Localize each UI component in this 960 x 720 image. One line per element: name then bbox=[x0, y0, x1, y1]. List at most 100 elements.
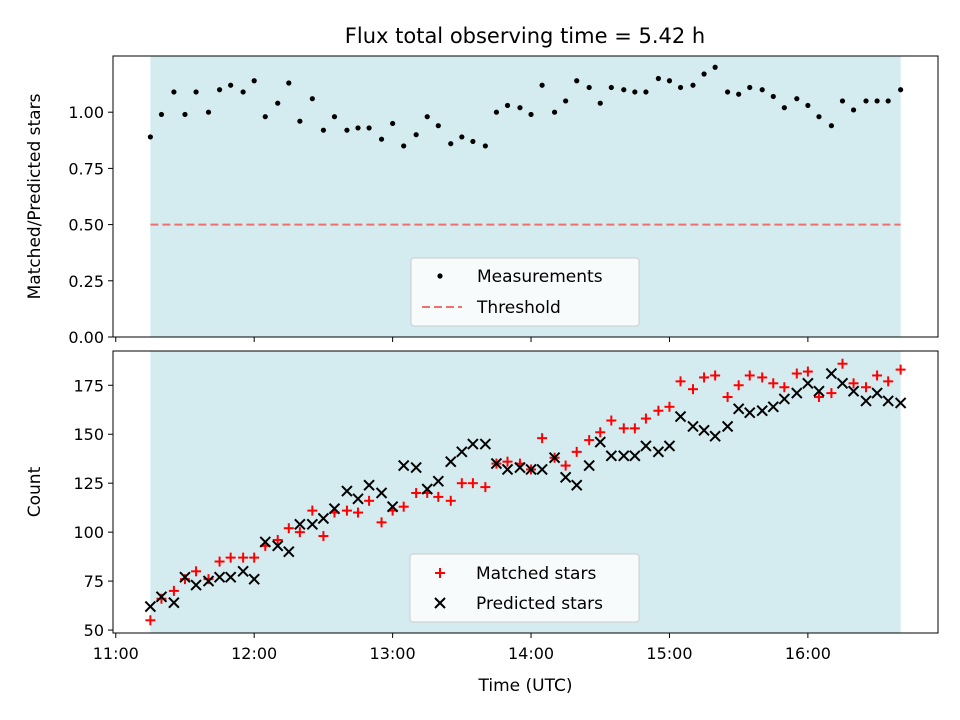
predicted-star-point bbox=[825, 367, 838, 380]
y-tick-label: 50 bbox=[84, 621, 104, 640]
legend-bottom: Matched stars Predicted stars bbox=[409, 553, 640, 623]
predicted-star-point bbox=[548, 452, 561, 464]
measurement-point bbox=[794, 96, 800, 102]
matched-star-point bbox=[606, 415, 617, 426]
matched-star-point bbox=[813, 392, 824, 403]
matched-star-point bbox=[895, 364, 906, 375]
predicted-star-point bbox=[456, 446, 468, 458]
predicted-star-point bbox=[791, 387, 803, 399]
matched-star-point bbox=[480, 482, 491, 493]
measurement-point bbox=[770, 93, 776, 100]
predicted-star-point bbox=[501, 463, 514, 476]
measurement-point bbox=[493, 109, 500, 115]
matched-star-point bbox=[675, 376, 686, 387]
y-tick-label: 100 bbox=[73, 523, 104, 542]
measurement-point bbox=[297, 118, 303, 124]
measurement-point bbox=[147, 134, 153, 140]
measurement-point bbox=[724, 89, 731, 95]
predicted-star-point bbox=[663, 440, 676, 452]
measurement-point bbox=[378, 136, 385, 142]
matched-star-point bbox=[225, 552, 236, 563]
measurement-point bbox=[874, 98, 880, 104]
matched-star-point bbox=[537, 433, 548, 444]
predicted-star-point bbox=[698, 424, 710, 437]
matched-star-point bbox=[629, 423, 640, 434]
measurement-point bbox=[586, 84, 592, 91]
predicted-star-point bbox=[836, 377, 849, 390]
matched-star-point bbox=[364, 495, 375, 506]
predicted-star-point bbox=[709, 430, 721, 442]
matched-star-point bbox=[502, 456, 513, 467]
plot-frame-bottom bbox=[112, 350, 939, 634]
legend-marker-x bbox=[434, 597, 446, 609]
predicted-star-point bbox=[652, 446, 665, 458]
predicted-star-point bbox=[847, 385, 860, 397]
predicted-star-point bbox=[190, 579, 202, 591]
matched-star-point bbox=[341, 505, 352, 516]
measurement-point bbox=[816, 114, 822, 120]
predicted-star-point bbox=[237, 565, 249, 578]
predicted-star-point bbox=[352, 493, 364, 505]
matched-star-point bbox=[584, 435, 595, 446]
measurement-point bbox=[205, 109, 212, 115]
matched-star-point bbox=[145, 615, 156, 626]
matched-star-point bbox=[318, 531, 329, 542]
predicted-star-point bbox=[860, 395, 872, 407]
matched-star-point bbox=[826, 388, 837, 399]
x-tick-label: 16:00 bbox=[785, 644, 831, 663]
legend-top: Measurements Threshold bbox=[410, 257, 640, 327]
predicted-star-point bbox=[272, 540, 284, 552]
predicted-star-point bbox=[224, 571, 237, 583]
measurement-point bbox=[216, 87, 223, 93]
measurement-point bbox=[736, 91, 742, 97]
y-tick-label: 1.00 bbox=[68, 103, 104, 122]
star-count-points bbox=[144, 358, 907, 626]
matched-star-point bbox=[411, 487, 422, 498]
predicted-star-point bbox=[179, 571, 191, 583]
predicted-star-point bbox=[514, 461, 526, 474]
y-tick-label: 0.50 bbox=[68, 216, 104, 235]
measurement-point bbox=[643, 89, 649, 95]
legend-marker-plus bbox=[435, 568, 445, 578]
predicted-star-point bbox=[756, 405, 768, 417]
matched-star-point bbox=[837, 358, 848, 369]
matched-star-point bbox=[653, 405, 664, 416]
predicted-star-point bbox=[248, 573, 260, 585]
predicted-star-point bbox=[640, 440, 652, 452]
predicted-star-point bbox=[144, 600, 157, 613]
predicted-star-point bbox=[479, 438, 492, 450]
matched-star-point bbox=[294, 527, 305, 538]
y-axis-label-top: Matched/Predicted stars bbox=[25, 93, 45, 299]
measurement-point bbox=[712, 64, 718, 70]
predicted-star-point bbox=[525, 463, 537, 476]
measurement-point bbox=[747, 84, 753, 91]
y-tick-label: 0.25 bbox=[68, 272, 104, 291]
predicted-star-point bbox=[813, 385, 825, 397]
measurement-point bbox=[470, 138, 476, 145]
matched-star-point bbox=[249, 552, 260, 563]
measurement-point bbox=[551, 109, 558, 115]
predicted-star-point bbox=[375, 487, 388, 499]
measurement-point bbox=[228, 82, 234, 88]
y-tick-label: 0.00 bbox=[68, 328, 104, 347]
y-tick-label: 150 bbox=[73, 425, 104, 444]
chart-title: Flux total observing time = 5.42 h bbox=[345, 24, 705, 48]
predicted-star-point bbox=[410, 461, 422, 474]
matched-star-point bbox=[283, 523, 294, 534]
measurement-point bbox=[701, 71, 707, 77]
legend-label: Predicted stars bbox=[476, 594, 603, 614]
measurement-point bbox=[828, 123, 835, 129]
matched-star-point bbox=[802, 366, 813, 377]
predicted-star-point bbox=[432, 475, 445, 487]
measurement-point bbox=[517, 105, 523, 111]
x-axis-ticks-bottom: 11:00 12:00 13:00 14:00 15:00 16:00 bbox=[93, 633, 831, 663]
predicted-star-point bbox=[618, 450, 630, 462]
predicted-star-point bbox=[559, 471, 572, 484]
measurement-point bbox=[482, 143, 488, 149]
measurement-point bbox=[424, 114, 430, 120]
predicted-star-point bbox=[490, 457, 503, 470]
predicted-star-point bbox=[168, 596, 180, 609]
matched-star-point bbox=[376, 517, 387, 528]
legend-label: Threshold bbox=[476, 298, 561, 318]
